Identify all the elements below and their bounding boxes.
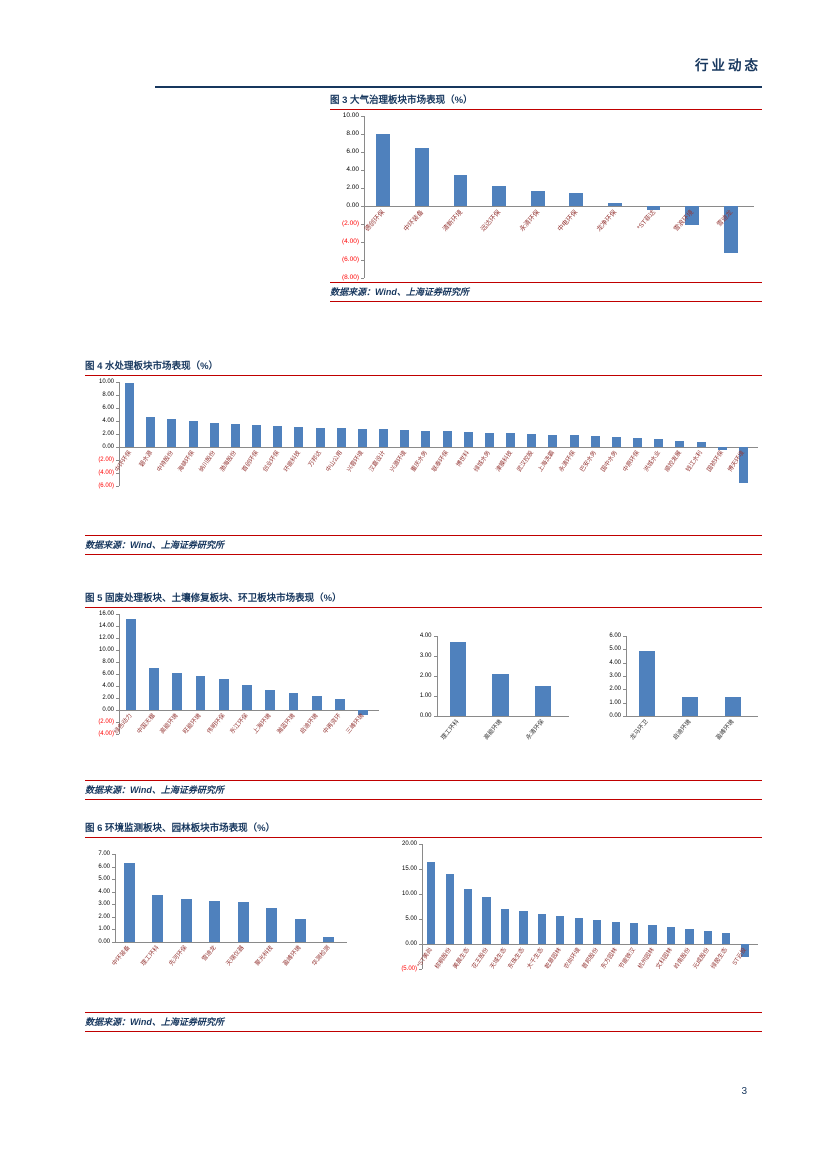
divider-line: [330, 282, 762, 283]
env-monitoring-chart: 7.00 6.00 5.00 4.00 3.00 2.00 1.00 0.00 中环装备 理工环科…: [85, 851, 351, 1002]
divider-line: [85, 375, 762, 376]
data-source: 数据来源：Wind、上海证券研究所: [85, 1017, 224, 1027]
figure-title: 图 4 水处理板块市场表现（%）: [85, 361, 219, 372]
figure-3-air-treatment: 图 3 大气治理板块市场表现（%） 10.00 8.00 6.00 4.00 2.00 0…: [330, 94, 762, 304]
figure-title: 图 3 大气治理板块市场表现（%）: [330, 95, 473, 106]
divider-line: [85, 554, 762, 555]
landscaping-chart: 20.00 15.00 10.00 5.00 0.00 (5.00) *ST美尚 棕榈股份 美晨…: [388, 841, 762, 1008]
divider-line: [85, 799, 762, 800]
page-number: 3: [741, 1086, 747, 1097]
solid-waste-chart: 16.00 14.00 12.00 10.00 8.00 6.00 4.00 2.00 0.00…: [85, 611, 383, 776]
divider-line: [85, 535, 762, 536]
divider-line: [85, 780, 762, 781]
figure-4-water-treatment: 图 4 水处理板块市场表现（%） 10.00 8.00 6.00 4.00 2.00 0.…: [85, 360, 762, 557]
figure-title: 图 5 固废处理板块、土壤修复板块、环卫板块市场表现（%）: [85, 593, 342, 604]
divider-line: [85, 837, 762, 838]
header-rule: [155, 86, 762, 88]
soil-remediation-chart: 4.00 3.00 2.00 1.00 0.00 理工环科 高能环境 永清环保: [407, 633, 573, 768]
charts-row: 16.00 14.00 12.00 10.00 8.00 6.00 4.00 2.00 0.00…: [85, 611, 762, 776]
figure-6-monitoring-landscaping: 图 6 环境监测板块、园林板块市场表现（%） 7.00 6.00 5.00 4.00 3…: [85, 822, 762, 1034]
water-treatment-chart: 10.00 8.00 6.00 4.00 2.00 0.00 (2.00) (4.00) (6.…: [85, 379, 762, 531]
divider-line: [85, 1031, 762, 1032]
air-treatment-chart: 10.00 8.00 6.00 4.00 2.00 0.00 (2.00) (4.00) (6.…: [330, 112, 758, 281]
charts-row: 10.00 8.00 6.00 4.00 2.00 0.00 (2.00) (4.00) (6.…: [85, 379, 762, 531]
data-source: 数据来源：Wind、上海证券研究所: [85, 540, 224, 550]
sanitation-chart: 6.00 5.00 4.00 3.00 2.00 1.00 0.00 龙马环卫 启迪环境 盈峰环境: [596, 633, 762, 768]
divider-line: [85, 1012, 762, 1013]
figure-5-solid-waste-soil-sanitation: 图 5 固废处理板块、土壤修复板块、环卫板块市场表现（%） 16.00 14.00…: [85, 592, 762, 802]
divider-line: [330, 301, 762, 302]
divider-line: [85, 607, 762, 608]
divider-line: [330, 109, 762, 110]
page-header-label: 行业动态: [695, 58, 761, 73]
data-source: 数据来源：Wind、上海证券研究所: [330, 287, 469, 297]
charts-row: 7.00 6.00 5.00 4.00 3.00 2.00 1.00 0.00 中环装备 理工环科…: [85, 841, 762, 1008]
figure-title: 图 6 环境监测板块、园林板块市场表现（%）: [85, 823, 276, 834]
charts-row: 10.00 8.00 6.00 4.00 2.00 0.00 (2.00) (4.00) (6.…: [330, 112, 762, 281]
data-source: 数据来源：Wind、上海证券研究所: [85, 785, 224, 795]
